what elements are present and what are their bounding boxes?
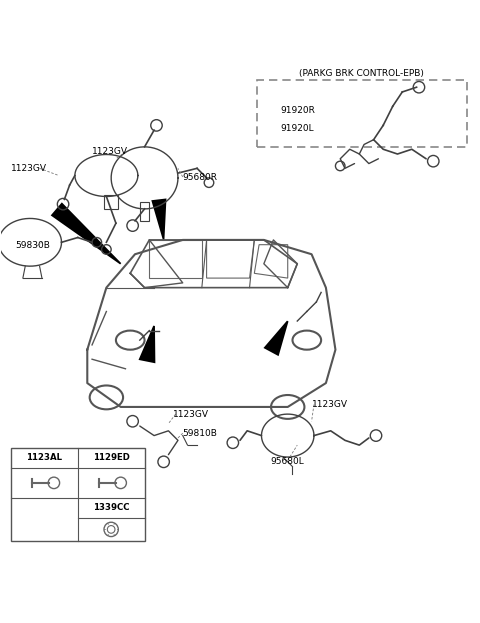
Polygon shape (51, 202, 121, 264)
Text: 1129ED: 1129ED (93, 454, 130, 462)
Text: 59830B: 59830B (16, 241, 50, 250)
Text: 1123GV: 1123GV (92, 147, 128, 156)
Text: 95680R: 95680R (183, 173, 218, 183)
Text: 1123AL: 1123AL (26, 454, 62, 462)
Text: (PARKG BRK CONTROL-EPB): (PARKG BRK CONTROL-EPB) (299, 69, 424, 78)
Text: 1123GV: 1123GV (11, 164, 47, 173)
Text: 91920L: 91920L (281, 123, 314, 133)
Text: 91920R: 91920R (281, 106, 315, 115)
Text: 95680L: 95680L (271, 457, 305, 467)
Polygon shape (264, 321, 288, 356)
Text: 59810B: 59810B (183, 429, 217, 438)
Polygon shape (139, 326, 156, 363)
Text: 1123GV: 1123GV (312, 400, 348, 409)
Polygon shape (151, 199, 167, 240)
Text: 1123GV: 1123GV (173, 409, 209, 419)
Text: 1339CC: 1339CC (93, 503, 130, 513)
